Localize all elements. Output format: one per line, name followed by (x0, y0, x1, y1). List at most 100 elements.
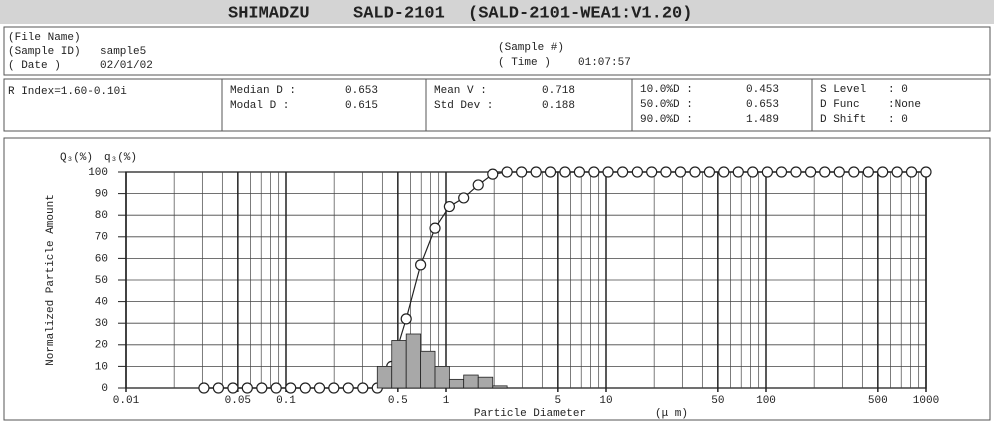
value: 0.653 (345, 85, 378, 97)
cumulative-point (256, 382, 268, 394)
header-bar (0, 0, 994, 24)
cumulative-point (920, 166, 932, 178)
cumulative-point (588, 166, 600, 178)
cumulative-point (833, 166, 845, 178)
x-tick-label: 5 (555, 395, 562, 407)
cumulative-point (747, 166, 759, 178)
histogram-bar (448, 378, 465, 389)
sample-box (3, 26, 991, 76)
legend-entry: q₃(%) (104, 152, 137, 164)
value: 01:07:57 (578, 57, 631, 69)
label: (Sample ID) (8, 46, 81, 58)
histogram-bar (405, 333, 422, 389)
cumulative-point (862, 166, 874, 178)
histogram-bar (391, 340, 407, 389)
cumulative-point (805, 166, 817, 178)
cumulative-point (761, 166, 773, 178)
maker: SHIMADZU (228, 4, 310, 23)
cumulative-point (819, 166, 831, 178)
y-tick-label: 60 (95, 253, 108, 265)
cumulative-point (429, 222, 441, 234)
y-tick-label: 90 (95, 189, 108, 201)
value: 0.188 (542, 100, 575, 112)
label: D Func (820, 99, 860, 111)
x-tick-label: 50 (711, 395, 724, 407)
cumulative-point (285, 382, 297, 394)
label: ( Date ) (8, 60, 61, 72)
y-tick-label: 30 (95, 318, 108, 330)
x-tick-label: 1000 (913, 395, 939, 407)
label: S Level (820, 84, 866, 96)
chart-box (3, 137, 991, 421)
y-tick-label: 80 (95, 210, 108, 222)
label: 90.0%D : (640, 114, 693, 126)
x-tick-label: 0.1 (276, 395, 296, 407)
label: Mean V : (434, 85, 487, 97)
label: Median D : (230, 85, 296, 97)
value: 1.489 (746, 114, 779, 126)
cumulative-point (775, 166, 788, 178)
label: (Sample #) (498, 42, 564, 54)
label: Std Dev : (434, 100, 493, 112)
cumulative-point (674, 166, 687, 178)
cumulative-point (342, 382, 354, 394)
cumulative-point (559, 166, 571, 178)
cumulative-point (905, 166, 918, 178)
x-tick-label: 100 (756, 395, 776, 407)
cumulative-point (530, 166, 542, 178)
x-axis-unit: (μ m) (655, 408, 688, 420)
cumulative-point (415, 259, 427, 271)
label: 50.0%D : (640, 99, 693, 111)
value: : 0 (888, 84, 908, 96)
legend-entry: Q₃(%) (60, 152, 93, 164)
cumulative-point (573, 166, 586, 178)
cumulative-point (703, 166, 716, 178)
y-tick-label: 20 (95, 340, 108, 352)
value: 0.718 (542, 85, 575, 97)
cumulative-point (617, 166, 629, 178)
cumulative-point (544, 166, 557, 178)
cumulative-point (313, 382, 326, 394)
cumulative-point (891, 166, 903, 178)
dividers (221, 79, 813, 131)
value: sample5 (100, 46, 146, 58)
model: SALD-2101 (353, 4, 445, 23)
label: R Index=1.60-0.10i (8, 86, 127, 98)
label: D Shift (820, 114, 866, 126)
x-axis-label: Particle Diameter (474, 408, 586, 420)
label: (File Name) (8, 32, 81, 44)
cumulative-point (877, 166, 889, 178)
value: 0.453 (746, 84, 779, 96)
label: ( Time ) (498, 57, 551, 69)
x-tick-label: 10 (599, 395, 612, 407)
value: 02/01/02 (100, 60, 153, 72)
y-tick-label: 0 (101, 383, 108, 395)
cumulative-point (501, 166, 513, 178)
histogram-bar (376, 365, 393, 389)
cumulative-point (227, 382, 239, 394)
cumulative-point (631, 166, 643, 178)
x-tick-label: 0.5 (388, 395, 408, 407)
label: Modal D : (230, 100, 289, 112)
cumulative-point (458, 192, 470, 204)
stats-box (3, 78, 991, 132)
histogram-bar (463, 374, 479, 389)
cumulative-point (299, 382, 311, 394)
histogram-bar (477, 376, 494, 389)
cumulative-point (328, 382, 340, 394)
histogram-bar (492, 385, 508, 389)
cumulative-point (357, 382, 369, 394)
cumulative-point (198, 382, 210, 394)
y-tick-label: 100 (88, 167, 108, 179)
cumulative-point (241, 382, 253, 394)
x-tick-label: 500 (868, 395, 888, 407)
value: :None (888, 99, 921, 111)
cumulative-point (270, 382, 282, 394)
cumulative-point (790, 166, 802, 178)
x-tick-label: 0.05 (225, 395, 251, 407)
cumulative-point (472, 179, 484, 191)
value: 0.653 (746, 99, 779, 111)
histogram-bar (434, 365, 450, 389)
y-axis-label: Normalized Particle Amount (45, 194, 57, 366)
